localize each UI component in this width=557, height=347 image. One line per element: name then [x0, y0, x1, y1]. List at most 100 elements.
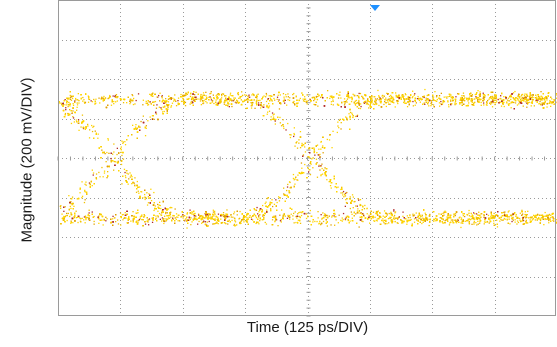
eye-sample-point [228, 100, 230, 102]
eye-sample-point [358, 107, 360, 109]
eye-sample-point [83, 216, 86, 218]
eye-sample-point [271, 118, 273, 120]
eye-sample-point [525, 219, 527, 221]
eye-sample-point [522, 220, 524, 222]
eye-sample-point [102, 100, 104, 102]
eye-sample-point [60, 102, 62, 104]
eye-sample-point [342, 192, 344, 194]
eye-sample-point [349, 97, 351, 99]
eye-sample-point [391, 214, 393, 216]
eye-sample-point [148, 224, 150, 226]
eye-sample-point [212, 209, 214, 211]
eye-sample-point [284, 102, 286, 104]
eye-sample-point [220, 100, 222, 103]
eye-sample-point [131, 176, 133, 178]
eye-sample-point [104, 98, 106, 100]
eye-sample-point [70, 220, 72, 222]
eye-sample-point [537, 99, 539, 102]
eye-sample-point [162, 106, 164, 108]
eye-sample-point [109, 94, 111, 97]
eye-sample-point [153, 209, 155, 212]
eye-sample-point [95, 132, 97, 134]
eye-sample-point [533, 105, 535, 107]
eye-sample-point [371, 215, 373, 218]
eye-sample-point [344, 102, 346, 105]
eye-sample-point [105, 161, 107, 163]
eye-sample-point [69, 96, 72, 99]
eye-sample-point [124, 144, 127, 146]
eye-sample-point [113, 143, 115, 145]
eye-sample-point [88, 137, 91, 139]
eye-sample-point [70, 201, 72, 203]
eye-sample-point [119, 212, 122, 214]
eye-sample-point [442, 212, 444, 215]
eye-sample-point [266, 105, 269, 107]
eye-sample-point [430, 100, 432, 102]
eye-sample-point [512, 219, 514, 221]
eye-sample-point [425, 217, 428, 219]
eye-sample-point [72, 103, 74, 105]
eye-sample-point [479, 218, 481, 220]
eye-sample-point [343, 196, 345, 198]
eye-sample-point [218, 94, 220, 96]
eye-sample-point [453, 213, 455, 215]
eye-sample-point [113, 160, 115, 163]
eye-sample-point [144, 135, 147, 137]
eye-sample-point [496, 226, 499, 228]
eye-sample-point [148, 218, 151, 220]
eye-sample-point [207, 213, 209, 215]
eye-sample-point [72, 110, 74, 112]
eye-sample-point [238, 97, 240, 99]
eye-sample-point [405, 94, 407, 96]
eye-sample-point [85, 219, 87, 221]
eye-sample-point [416, 219, 418, 221]
eye-sample-point [143, 214, 145, 216]
eye-sample-point [63, 219, 66, 221]
eye-sample-point [366, 208, 368, 210]
eye-sample-point [355, 213, 357, 215]
eye-sample-point [175, 213, 178, 215]
eye-sample-point [345, 201, 348, 204]
eye-sample-point [255, 101, 258, 103]
eye-sample-point [295, 221, 297, 224]
eye-sample-point [519, 212, 521, 214]
eye-sample-point [388, 212, 390, 215]
eye-sample-point [374, 220, 376, 222]
eye-sample-point [525, 101, 527, 103]
eye-sample-point [253, 99, 255, 101]
eye-sample-point [354, 104, 357, 106]
eye-sample-point [254, 209, 256, 211]
eye-sample-point [526, 102, 528, 104]
eye-sample-point [259, 217, 261, 219]
eye-sample-point [224, 217, 226, 219]
eye-sample-point [539, 100, 541, 103]
eye-sample-point [127, 183, 129, 185]
eye-sample-point [145, 100, 147, 102]
eye-sample-point [376, 210, 378, 213]
eye-sample-point [98, 171, 100, 174]
eye-sample-point [194, 218, 196, 220]
eye-sample-point [262, 204, 264, 207]
eye-sample-point [191, 100, 193, 102]
eye-sample-point [81, 217, 83, 219]
eye-sample-point [430, 103, 433, 105]
eye-sample-point [249, 99, 251, 101]
eye-sample-point [381, 95, 383, 97]
eye-sample-point [94, 103, 96, 105]
eye-sample-point [341, 220, 343, 222]
eye-sample-point [408, 101, 411, 103]
eye-sample-point [75, 97, 77, 100]
eye-sample-point [255, 209, 258, 211]
eye-sample-point [127, 219, 129, 221]
eye-sample-point [235, 102, 237, 104]
eye-sample-point [403, 100, 406, 102]
eye-sample-point [457, 219, 459, 221]
eye-sample-point [517, 96, 519, 98]
eye-sample-point [355, 205, 357, 207]
eye-sample-point [538, 217, 540, 219]
eye-sample-point [447, 96, 449, 98]
eye-sample-point [363, 102, 366, 104]
eye-sample-point [424, 99, 427, 102]
eye-sample-point [476, 96, 478, 99]
eye-sample-point [258, 211, 260, 213]
